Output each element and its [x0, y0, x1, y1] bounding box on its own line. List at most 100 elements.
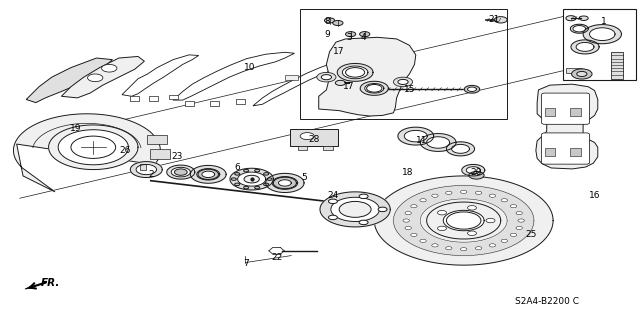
Text: 5: 5: [301, 173, 307, 182]
Polygon shape: [49, 125, 138, 170]
Circle shape: [339, 201, 371, 217]
Circle shape: [321, 75, 332, 80]
Polygon shape: [237, 172, 266, 186]
Circle shape: [489, 244, 495, 247]
Circle shape: [445, 247, 452, 250]
Circle shape: [346, 32, 356, 37]
Text: 17: 17: [343, 82, 355, 91]
Text: 23: 23: [172, 152, 182, 161]
Bar: [300, 9, 507, 119]
Circle shape: [88, 74, 103, 82]
Bar: [563, 9, 636, 80]
Polygon shape: [611, 52, 623, 79]
Text: 3: 3: [346, 33, 351, 42]
Polygon shape: [190, 165, 226, 183]
Circle shape: [244, 175, 259, 183]
Bar: [236, 100, 244, 104]
Circle shape: [405, 226, 412, 229]
Polygon shape: [374, 176, 553, 265]
Polygon shape: [394, 186, 534, 256]
Circle shape: [244, 186, 249, 189]
Polygon shape: [253, 60, 355, 106]
Text: 26: 26: [119, 146, 131, 155]
Polygon shape: [573, 26, 586, 32]
Circle shape: [467, 231, 476, 236]
Bar: [150, 149, 170, 159]
Circle shape: [572, 69, 592, 79]
Circle shape: [438, 211, 447, 215]
Polygon shape: [290, 129, 337, 147]
Circle shape: [335, 80, 346, 85]
Text: 4: 4: [360, 33, 366, 42]
Bar: [570, 148, 580, 156]
Text: 28: 28: [308, 135, 319, 144]
Bar: [566, 68, 582, 73]
Polygon shape: [465, 85, 479, 93]
Polygon shape: [202, 171, 214, 178]
Circle shape: [264, 172, 269, 175]
Circle shape: [267, 178, 272, 180]
Polygon shape: [266, 173, 304, 193]
Polygon shape: [320, 192, 390, 227]
Bar: [210, 101, 219, 106]
Bar: [147, 135, 166, 144]
Polygon shape: [404, 130, 428, 142]
Circle shape: [328, 199, 337, 204]
Circle shape: [394, 77, 413, 87]
Text: 25: 25: [525, 230, 536, 239]
Text: 9: 9: [324, 30, 330, 39]
Polygon shape: [173, 52, 294, 100]
Polygon shape: [273, 177, 296, 189]
Circle shape: [476, 191, 482, 195]
Circle shape: [489, 194, 495, 197]
Circle shape: [577, 71, 587, 76]
Circle shape: [467, 205, 476, 210]
Circle shape: [461, 248, 467, 251]
Polygon shape: [122, 55, 198, 96]
Circle shape: [476, 247, 482, 250]
Polygon shape: [331, 197, 380, 221]
Circle shape: [333, 20, 343, 26]
Text: 11: 11: [417, 136, 428, 145]
Polygon shape: [576, 43, 594, 51]
Text: 2: 2: [148, 170, 154, 179]
Polygon shape: [61, 56, 145, 98]
Polygon shape: [337, 63, 373, 81]
Circle shape: [566, 16, 576, 21]
Text: S2A4-B2200 C: S2A4-B2200 C: [515, 297, 579, 306]
Circle shape: [359, 220, 368, 225]
FancyBboxPatch shape: [541, 93, 589, 124]
Polygon shape: [196, 169, 220, 180]
Polygon shape: [272, 177, 298, 189]
Polygon shape: [230, 168, 273, 190]
Polygon shape: [319, 37, 416, 116]
Polygon shape: [278, 180, 291, 186]
Text: 19: 19: [70, 124, 82, 132]
Bar: [184, 101, 193, 106]
Circle shape: [579, 16, 588, 20]
Circle shape: [510, 204, 516, 208]
Circle shape: [359, 194, 368, 199]
Circle shape: [403, 219, 410, 222]
Circle shape: [432, 194, 438, 197]
Circle shape: [494, 17, 507, 23]
Text: 10: 10: [244, 63, 255, 72]
Polygon shape: [365, 84, 384, 93]
Polygon shape: [462, 164, 484, 176]
Polygon shape: [444, 210, 484, 231]
Circle shape: [411, 204, 417, 208]
Circle shape: [264, 183, 269, 186]
Polygon shape: [570, 24, 588, 33]
Text: 18: 18: [403, 168, 414, 177]
Polygon shape: [136, 164, 157, 175]
Polygon shape: [452, 144, 469, 153]
Circle shape: [360, 32, 370, 37]
Circle shape: [346, 68, 365, 77]
Bar: [323, 146, 333, 150]
Circle shape: [174, 169, 187, 175]
Polygon shape: [447, 142, 474, 156]
Text: 15: 15: [404, 85, 415, 94]
FancyBboxPatch shape: [541, 133, 589, 164]
Circle shape: [398, 79, 408, 84]
Polygon shape: [13, 114, 161, 192]
